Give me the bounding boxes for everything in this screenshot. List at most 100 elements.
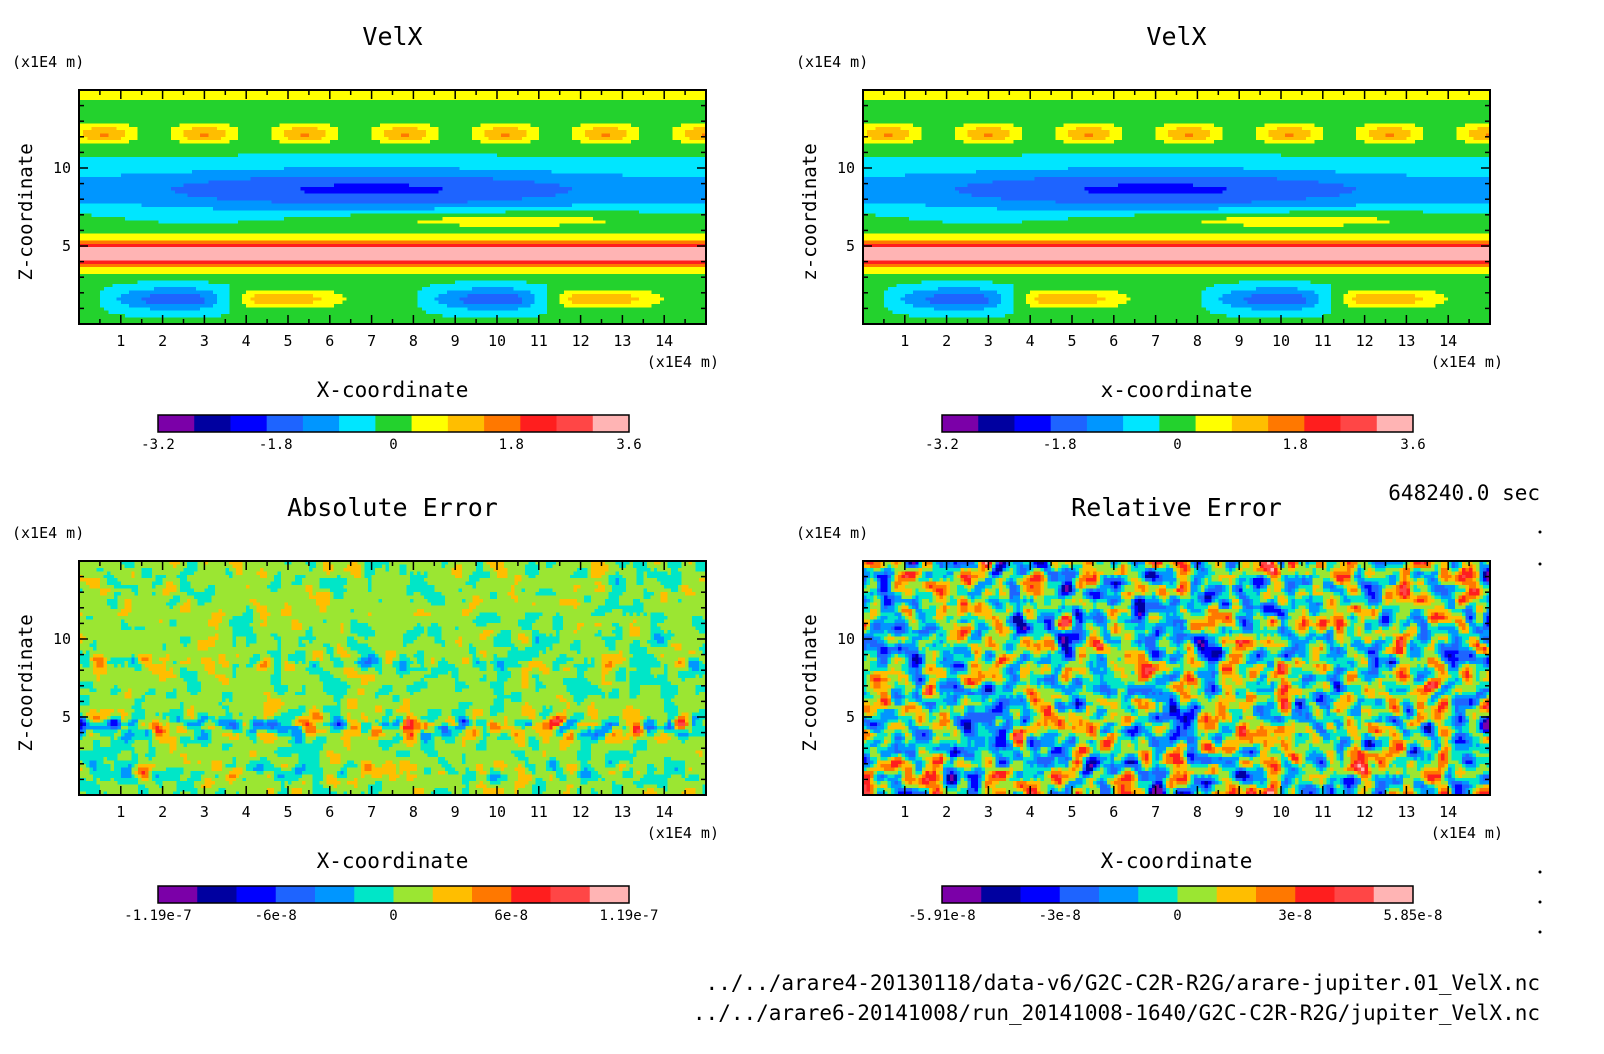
heatmap-cell (493, 150, 498, 154)
heatmap-cell (689, 107, 694, 111)
heatmap-cell (585, 133, 590, 137)
heatmap-cell (309, 113, 314, 117)
heatmap-cell (129, 100, 134, 104)
heatmap-cell (384, 143, 389, 147)
heatmap-cell (593, 103, 598, 107)
heatmap-cell (301, 110, 306, 114)
heatmap-cell (158, 117, 163, 121)
heatmap-cell (284, 123, 289, 127)
heatmap-cell (535, 137, 540, 141)
heatmap-cell (597, 154, 602, 158)
heatmap-cell (643, 107, 648, 111)
heatmap-cell (367, 120, 372, 124)
heatmap-cell (355, 140, 360, 144)
heatmap-cell (355, 107, 360, 111)
heatmap-cell (363, 123, 368, 127)
heatmap-cell (618, 140, 623, 144)
heatmap-cell (556, 117, 561, 121)
heatmap-cell (610, 113, 615, 117)
heatmap-cell (698, 107, 703, 111)
heatmap-cell (643, 157, 648, 161)
heatmap-cell (284, 140, 289, 144)
heatmap-cell (468, 130, 473, 134)
heatmap-cell (497, 103, 502, 107)
heatmap-cell (581, 117, 586, 121)
heatmap-cell (250, 113, 255, 117)
heatmap-cell (188, 100, 193, 104)
heatmap-cell (480, 130, 485, 134)
heatmap-cell (464, 93, 469, 97)
heatmap-cell (330, 157, 335, 161)
heatmap-cell (535, 147, 540, 151)
heatmap-cell (393, 147, 398, 151)
heatmap-cell (288, 147, 293, 151)
heatmap-cell (505, 140, 510, 144)
heatmap-cell (171, 123, 176, 127)
heatmap-cell (564, 120, 569, 124)
heatmap-cell (321, 157, 326, 161)
heatmap-cell (204, 157, 209, 161)
heatmap-cell (108, 157, 113, 161)
heatmap-cell (518, 100, 523, 104)
heatmap-cell (347, 143, 352, 147)
heatmap-cell (280, 143, 285, 147)
heatmap-cell (221, 150, 226, 154)
heatmap-cell (643, 154, 648, 158)
heatmap-cell (551, 117, 556, 121)
heatmap-cell (388, 117, 393, 121)
heatmap-cell (484, 127, 489, 131)
file-path-2: ../../arare6-20141008/run_20141008-1640/… (693, 1001, 1540, 1025)
heatmap-cell (175, 97, 180, 101)
heatmap-cell (296, 130, 301, 134)
heatmap-cell (376, 93, 381, 97)
heatmap-cell (656, 157, 661, 161)
heatmap-cell (330, 143, 335, 147)
heatmap-cell (614, 127, 619, 131)
heatmap-cell (263, 137, 268, 141)
heatmap-cell (171, 127, 176, 131)
heatmap-cell (560, 140, 565, 144)
heatmap-cell (305, 120, 310, 124)
heatmap-cell (121, 140, 126, 144)
heatmap-cell (305, 137, 310, 141)
heatmap-cell (413, 123, 418, 127)
heatmap-cell (296, 127, 301, 131)
heatmap-cell (296, 93, 301, 97)
heatmap-cell (543, 100, 548, 104)
heatmap-cell (313, 107, 318, 111)
heatmap-cell (401, 100, 406, 104)
heatmap-cell (129, 117, 134, 121)
heatmap-cell (664, 107, 669, 111)
heatmap-cell (564, 133, 569, 137)
heatmap-cell (284, 154, 289, 158)
heatmap-cell (367, 143, 372, 147)
heatmap-cell (393, 127, 398, 131)
heatmap-cell (635, 120, 640, 124)
heatmap-cell (175, 160, 180, 164)
heatmap-cell (501, 93, 506, 97)
heatmap-cell (401, 117, 406, 121)
heatmap-cell (138, 110, 143, 114)
heatmap-cell (355, 113, 360, 117)
heatmap-cell (430, 107, 435, 111)
heatmap-cell (434, 154, 439, 158)
heatmap-cell (560, 157, 565, 161)
heatmap-cell (409, 150, 414, 154)
heatmap-cell (338, 127, 343, 131)
heatmap-cell (163, 110, 168, 114)
heatmap-cell (117, 110, 122, 114)
heatmap-cell (413, 110, 418, 114)
heatmap-cell (125, 120, 130, 124)
heatmap-cell (560, 97, 565, 101)
heatmap-cell (451, 113, 456, 117)
heatmap-cell (217, 150, 222, 154)
heatmap-cell (108, 150, 113, 154)
heatmap-cell (497, 107, 502, 111)
heatmap-cell (167, 113, 172, 117)
heatmap-cell (167, 147, 172, 151)
heatmap-cell (602, 130, 607, 134)
heatmap-cell (560, 127, 565, 131)
heatmap-cell (627, 113, 632, 117)
heatmap-cell (363, 140, 368, 144)
heatmap-cell (284, 127, 289, 131)
